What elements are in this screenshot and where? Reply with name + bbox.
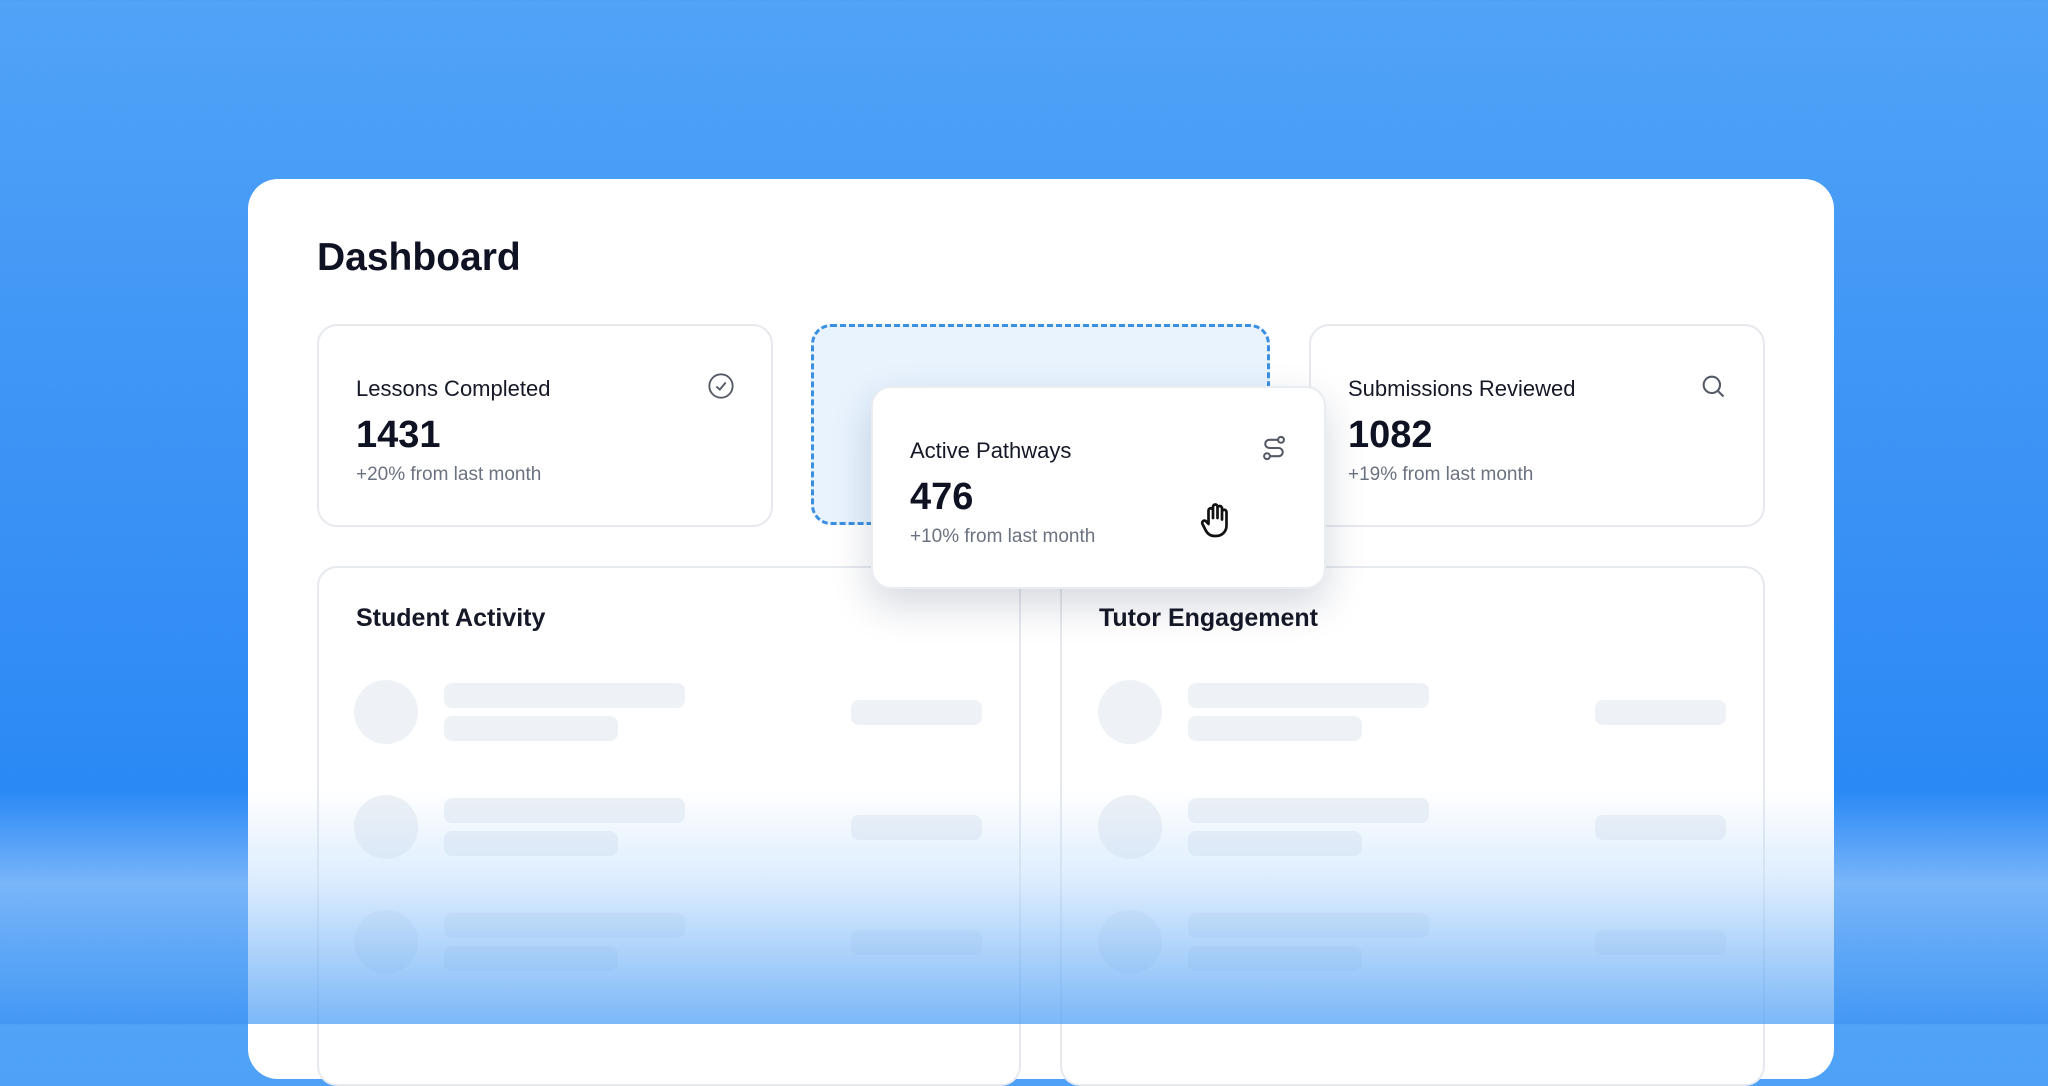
skeleton-pill [1595,930,1726,955]
skeleton-line [1188,798,1429,823]
panel-title: Student Activity [356,604,546,632]
skeleton-line [1188,946,1362,971]
skeleton-pill [1595,815,1726,840]
stat-value: 476 [910,476,974,518]
skeleton-pill [851,815,982,840]
stat-card-lessons-completed[interactable]: Lessons Completed 1431 +20% from last mo… [317,324,773,527]
skeleton-line [444,913,685,938]
skeleton-avatar [1098,910,1162,974]
stat-change: +10% from last month [910,526,1096,547]
skeleton-line [444,798,685,823]
stat-card-submissions-reviewed[interactable]: Submissions Reviewed 1082 +19% from last… [1309,324,1765,527]
stat-label: Submissions Reviewed [1348,376,1576,401]
skeleton-line [444,946,618,971]
skeleton-line [1188,831,1362,856]
skeleton-line [1188,683,1429,708]
skeleton-pill [851,700,982,725]
skeleton-avatar [354,910,418,974]
search-icon [1702,375,1725,398]
skeleton-avatar [1098,680,1162,744]
grab-hand-cursor-icon [1200,503,1228,538]
skeleton-line [444,683,685,708]
skeleton-avatar [1098,795,1162,859]
stat-label: Lessons Completed [356,376,551,401]
skeleton-avatar [354,795,418,859]
check-circle-icon [708,373,734,399]
stat-value: 1082 [1348,414,1433,456]
skeleton-avatar [354,680,418,744]
stat-label: Active Pathways [910,438,1072,463]
stat-change: +19% from last month [1348,464,1534,485]
skeleton-line [444,716,618,741]
route-icon [1263,435,1285,461]
page-title: Dashboard [317,236,521,279]
skeleton-pill [851,930,982,955]
skeleton-pill [1595,700,1726,725]
skeleton-line [1188,716,1362,741]
skeleton-line [444,831,618,856]
skeleton-line [1188,913,1429,938]
stat-value: 1431 [356,414,441,456]
stat-change: +20% from last month [356,464,542,485]
panel-title: Tutor Engagement [1099,604,1318,632]
stat-card-active-pathways-dragging[interactable]: Active Pathways 476 +10% from last month [871,386,1326,589]
